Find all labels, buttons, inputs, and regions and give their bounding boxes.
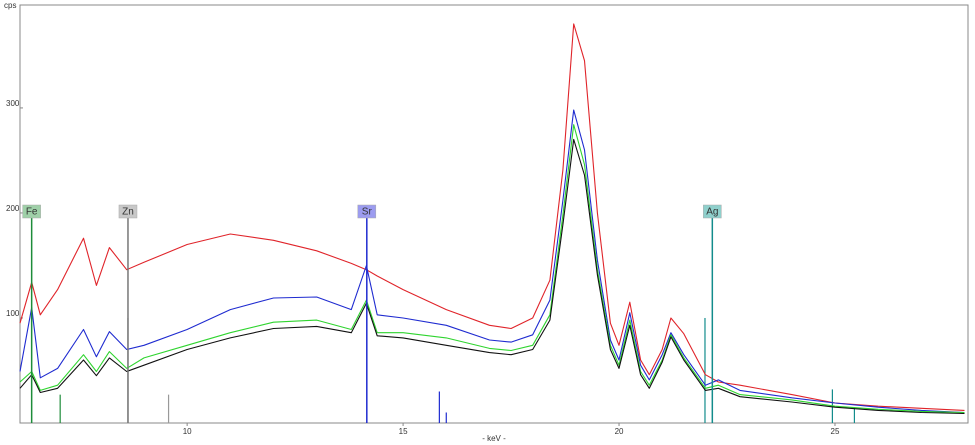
element-marker-label: Fe [26,207,38,218]
y-tick-label: 300 [6,99,20,108]
y-tick-label: 200 [6,204,20,213]
y-tick-label: 100 [6,309,20,318]
x-tick-label: 20 [615,427,624,436]
spectrum-line [19,109,965,414]
spectrum-line [19,124,965,414]
element-marker-box [22,204,41,219]
element-marker-box [357,204,377,219]
element-marker-box [118,204,138,219]
spectrum-line [19,23,965,411]
spectrum-line [19,138,965,415]
element-marker-label: Ag [706,207,718,218]
element-marker-box [703,204,722,219]
plot-frame [19,4,969,424]
x-tick-label: 15 [399,427,408,436]
y-axis-label: cps [4,1,16,10]
element-marker-label: Zn [122,207,134,218]
x-tick-label: 10 [183,427,192,436]
x-tick-label: 25 [831,427,840,436]
element-marker-label: Sr [362,207,373,218]
x-axis-label: - keV - [482,434,506,443]
